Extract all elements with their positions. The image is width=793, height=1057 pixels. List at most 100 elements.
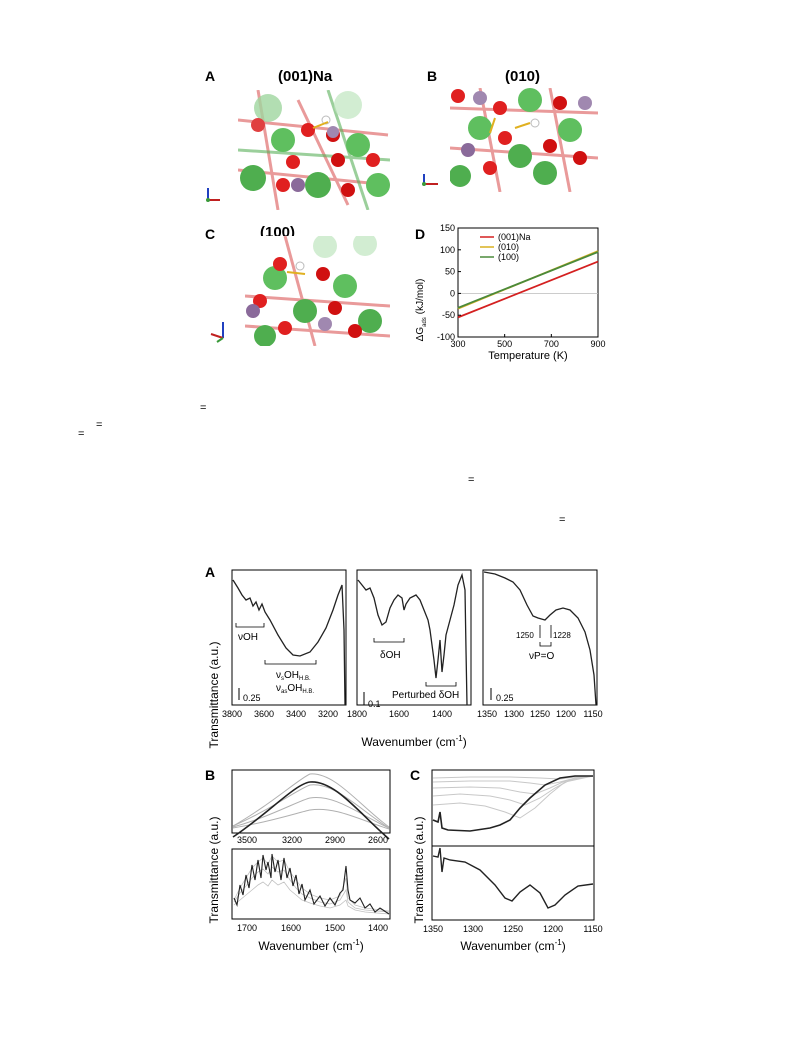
tick-label: 2600	[368, 835, 388, 845]
crystal-structure-001na-image	[238, 90, 390, 210]
annotation-vas-hb: H.B.	[302, 689, 314, 695]
tick-label: 1400	[368, 923, 388, 933]
x-axis-label-text: Wavenumber (cm	[258, 939, 352, 953]
panel-a-letter: A	[205, 564, 215, 580]
tick-label: 1700	[237, 923, 257, 933]
x-tick-label: 500	[497, 339, 512, 349]
delta-g-chart: 300 500 700 900 -100 -50 0 50 100 150 (001)Na(010…	[415, 223, 606, 362]
tick-label: 1200	[543, 924, 563, 934]
annotation-vas-oh: νasOHH.B.	[276, 683, 314, 695]
panel-a-title: (001)Na	[278, 68, 333, 85]
axis-triad-icon	[202, 184, 222, 209]
tick-label: 1200	[556, 709, 576, 719]
annotation-vs-oh: νsOHH.B.	[276, 670, 311, 682]
x-axis-label-text: Wavenumber (cm	[460, 939, 554, 953]
y-tick-label: -50	[442, 310, 455, 320]
x-axis-label-text: Wavenumber (cm	[361, 735, 455, 749]
panel-b-letter: B	[205, 767, 215, 783]
tick-label: 1800	[347, 709, 367, 719]
ftir-subplot-a3: 1250 1228 νP=O 0.25 1350 1300 1250 1200 …	[477, 569, 603, 719]
panel-c-letter: C	[410, 767, 420, 783]
tick-label: 3600	[254, 709, 274, 719]
tick-label: 1600	[281, 923, 301, 933]
y-axis-label-sub: ads	[422, 317, 428, 327]
y-axis-label-unit: (kJ/mol)	[415, 279, 426, 315]
tick-label: 1250	[503, 924, 523, 934]
panel-b-title: (010)	[505, 68, 541, 85]
series-line	[457, 260, 599, 319]
y-axis-label: Transmittance (a.u.)	[412, 817, 426, 924]
crystal-structure-010-image	[450, 88, 598, 192]
annotation-vs-sub: s	[281, 676, 284, 682]
legend-label: (010)	[498, 242, 519, 252]
annotation-vpo: νP=O	[529, 651, 555, 662]
panel-c-letter: C	[205, 226, 216, 242]
ftir-panel-b-bottom: 1700 1600 1500 1400	[231, 848, 391, 933]
text-mark: =	[468, 474, 475, 486]
tick-label: 3200	[282, 835, 302, 845]
x-axis-label: Wavenumber (cm-1)	[361, 734, 466, 749]
tick-label: 3500	[237, 835, 257, 845]
panel-a-letter: A	[205, 68, 216, 84]
x-tick-label: 900	[590, 339, 605, 349]
y-axis-label-main: ΔG	[415, 327, 426, 342]
tick-label: 1250	[530, 709, 550, 719]
x-axis-label: Temperature (K)	[488, 350, 567, 362]
y-tick-label: 150	[440, 223, 455, 233]
panel-b-letter: B	[427, 68, 438, 84]
ftir-subplot-a1: νOH νsOHH.B. νasOHH.B. 0.25 3800 3600 34…	[222, 569, 347, 719]
ftir-subplot-a2: δOH Perturbed δOH 0.1 1800 1600 1400	[347, 569, 472, 719]
axis-triad-icon	[418, 170, 442, 195]
scale-bar-label: 0.1	[368, 699, 381, 709]
tick-label: 2900	[325, 835, 345, 845]
crystal-structure-100-image	[245, 236, 390, 346]
tick-label: 1350	[423, 924, 443, 934]
tick-label: 3400	[286, 709, 306, 719]
legend-label: (100)	[498, 252, 519, 262]
annotation-vs-oh-text: OH	[284, 670, 299, 681]
x-axis-label-end: )	[562, 939, 566, 953]
annotation-1228: 1228	[553, 631, 571, 640]
series-line	[457, 251, 599, 309]
text-mark: =	[559, 514, 566, 526]
y-axis-label: Transmittance (a.u.)	[207, 642, 221, 749]
y-tick-label: 100	[440, 245, 455, 255]
annotation-voh: νOH	[238, 632, 258, 643]
y-axis-label: ΔGads (kJ/mol)	[415, 279, 428, 342]
text-mark: =	[96, 419, 103, 431]
y-tick-label: 50	[445, 267, 455, 277]
x-axis-label-end: )	[360, 939, 364, 953]
annotation-vas-oh-text: OH	[287, 683, 302, 694]
x-axis-label: Wavenumber (cm-1)	[258, 938, 363, 953]
plot-frame	[457, 227, 599, 338]
x-axis-label-sup: -1	[456, 734, 464, 743]
annotation-vs-hb: H.B.	[299, 676, 311, 682]
annotation-vas-sub: as	[281, 689, 287, 695]
text-mark: =	[200, 402, 207, 414]
figure-2: A Transmittance (a.u.) νOH νsOHH.B. νasO…	[205, 564, 603, 953]
panel-d-letter: D	[415, 226, 426, 242]
legend-label: (001)Na	[498, 232, 531, 242]
scale-bar-label: 0.25	[496, 693, 514, 703]
tick-label: 1350	[477, 709, 497, 719]
scale-bar-label: 0.25	[243, 693, 261, 703]
x-tick-label: 300	[450, 339, 465, 349]
tick-label: 1300	[504, 709, 524, 719]
annotation-1250: 1250	[516, 631, 534, 640]
x-tick-label: 700	[544, 339, 559, 349]
annotation-perturbed-doh: Perturbed δOH	[392, 690, 459, 701]
annotation-vs-symbol: ν	[276, 670, 281, 681]
x-axis-label-sup: -1	[555, 938, 563, 947]
x-axis-label-sup: -1	[353, 938, 361, 947]
ftir-panel-c: 1350 1300 1250 1200 1150	[423, 769, 603, 934]
tick-label: 1300	[463, 924, 483, 934]
tick-label: 1500	[325, 923, 345, 933]
y-tick-label: -100	[437, 332, 455, 342]
tick-label: 1150	[583, 709, 602, 719]
tick-label: 1400	[432, 709, 452, 719]
tick-label: 3200	[318, 709, 338, 719]
x-axis-label-end: )	[463, 735, 467, 749]
y-axis-label: Transmittance (a.u.)	[207, 817, 221, 924]
axis-triad-icon	[207, 318, 231, 349]
annotation-vas-symbol: ν	[276, 683, 281, 694]
